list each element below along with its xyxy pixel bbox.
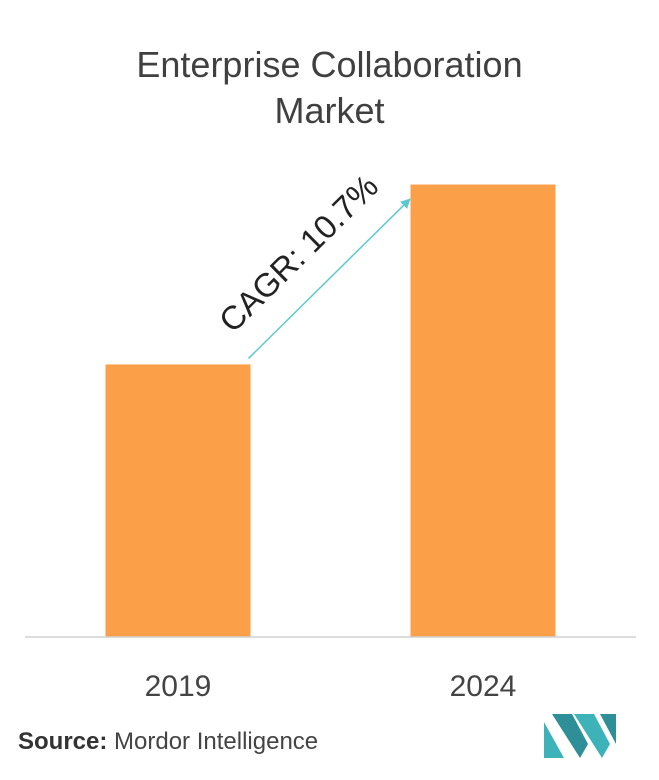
bar-2019 [105,364,251,637]
cagr-label: CAGR: 10.7% [212,167,386,339]
mordor-intelligence-logo-icon [544,714,616,758]
chart-title: Enterprise Collaboration Market [0,42,659,134]
x-tick-label-2019: 2019 [145,670,212,700]
x-tick-label-2024: 2024 [450,670,517,700]
source-text: Mordor Intelligence [114,728,319,755]
chart-title-line-1: Enterprise Collaboration [136,44,523,85]
cagr-arrow [247,198,411,359]
source-label: Source: [18,728,108,755]
source-line: Source: Mordor Intelligence [18,728,318,756]
bar-2024 [410,184,556,637]
chart-title-line-2: Market [274,90,385,131]
bar-chart: 2019 2024 CAGR: 10.7% [25,167,636,700]
